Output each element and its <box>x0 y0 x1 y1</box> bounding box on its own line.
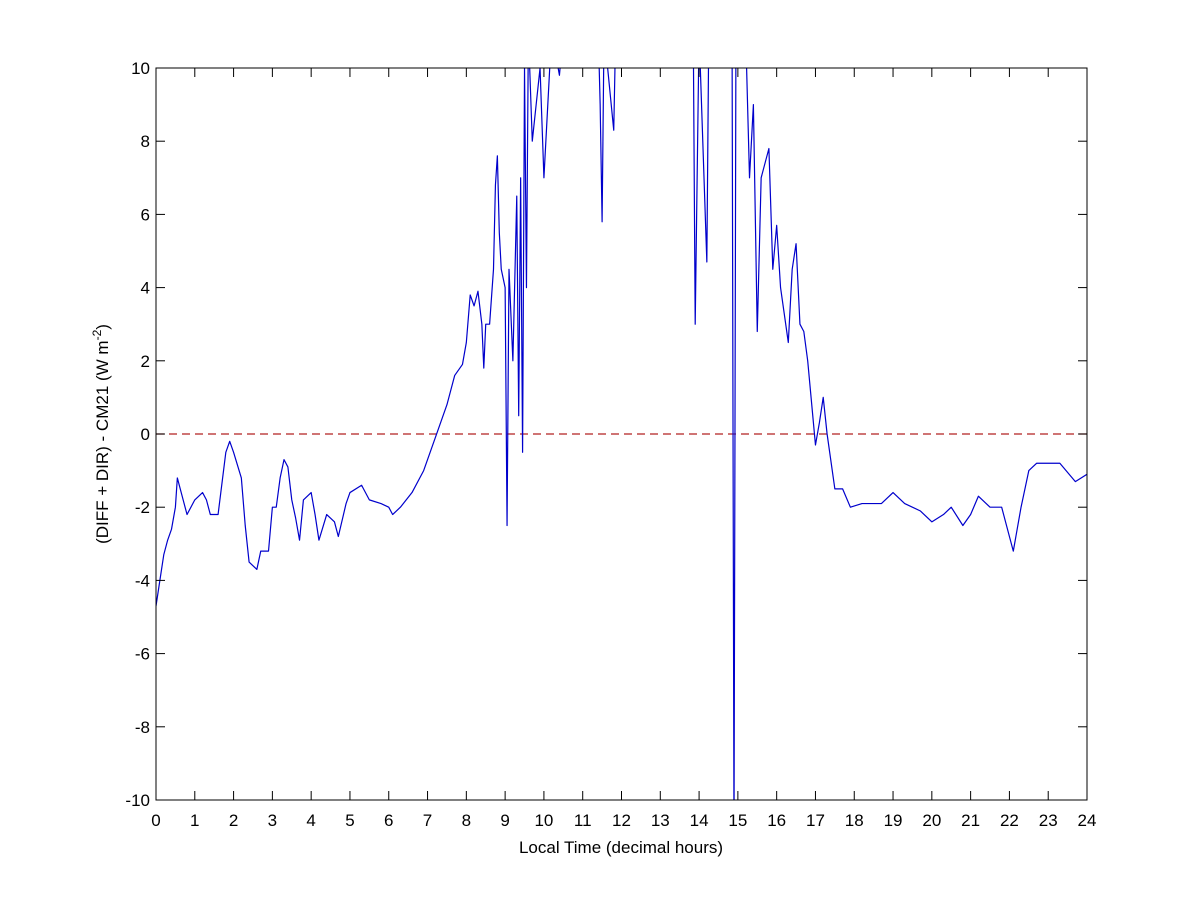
x-tick-label: 14 <box>690 811 709 830</box>
y-tick-label: -2 <box>135 498 150 517</box>
x-tick-label: 21 <box>961 811 980 830</box>
y-label-text: (DIFF + DIR) - CM21 (W m <box>93 340 112 544</box>
x-tick-label: 4 <box>306 811 315 830</box>
x-tick-label: 16 <box>767 811 786 830</box>
x-tick-label: 15 <box>728 811 747 830</box>
x-tick-label: 24 <box>1078 811 1097 830</box>
y-label-sup: -2 <box>90 329 104 340</box>
y-tick-label: -8 <box>135 718 150 737</box>
data-line <box>156 68 1087 800</box>
x-tick-label: 23 <box>1039 811 1058 830</box>
x-tick-label: 18 <box>845 811 864 830</box>
x-tick-label: 19 <box>884 811 903 830</box>
x-tick-label: 1 <box>190 811 199 830</box>
x-tick-label: 13 <box>651 811 670 830</box>
y-label-suffix: ) <box>93 324 112 330</box>
x-tick-label: 8 <box>462 811 471 830</box>
x-tick-label: 12 <box>612 811 631 830</box>
y-tick-label: -10 <box>125 791 150 810</box>
y-tick-label: -6 <box>135 645 150 664</box>
x-tick-label: 20 <box>922 811 941 830</box>
x-tick-label: 10 <box>534 811 553 830</box>
x-tick-label: 11 <box>574 811 592 830</box>
y-tick-label: 0 <box>141 425 150 444</box>
y-tick-label: 2 <box>141 352 150 371</box>
x-tick-label: 6 <box>384 811 393 830</box>
x-tick-label: 9 <box>500 811 509 830</box>
x-tick-label: 17 <box>806 811 825 830</box>
y-axis-label: (DIFF + DIR) - CM21 (W m-2) <box>90 324 112 544</box>
y-tick-label: 4 <box>141 279 150 298</box>
x-tick-label: 22 <box>1000 811 1019 830</box>
plot-area <box>156 68 1087 800</box>
x-tick-label: 5 <box>345 811 354 830</box>
y-tick-label: 6 <box>141 205 150 224</box>
x-tick-label: 7 <box>423 811 432 830</box>
y-tick-label: 10 <box>131 59 150 78</box>
y-tick-label: -4 <box>135 571 150 590</box>
x-axis-label: Local Time (decimal hours) <box>519 838 723 857</box>
x-tick-label: 0 <box>151 811 160 830</box>
y-tick-label: 8 <box>141 132 150 151</box>
x-tick-label: 2 <box>229 811 238 830</box>
x-tick-label: 3 <box>268 811 277 830</box>
